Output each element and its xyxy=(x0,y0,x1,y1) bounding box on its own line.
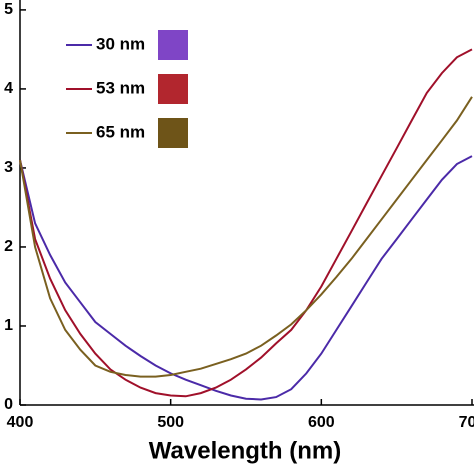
legend-label: 53 nm xyxy=(96,78,145,97)
legend-label: 65 nm xyxy=(96,122,145,141)
legend-label: 30 nm xyxy=(96,34,145,53)
y-tick-label: 5 xyxy=(4,1,13,18)
y-tick-label: 3 xyxy=(4,159,13,176)
x-tick-label: 400 xyxy=(7,414,34,431)
swatch xyxy=(158,30,188,60)
series-line xyxy=(19,96,473,378)
series-line xyxy=(19,48,473,398)
swatch xyxy=(158,74,188,104)
y-tick-label: 0 xyxy=(4,396,13,413)
x-tick-label: 600 xyxy=(308,414,335,431)
x-axis-label: Wavelength (nm) xyxy=(149,437,341,464)
x-tick-label: 700 xyxy=(459,414,474,431)
swatch xyxy=(158,118,188,148)
series-line xyxy=(19,155,473,401)
y-tick-label: 4 xyxy=(4,80,13,97)
y-tick-label: 2 xyxy=(4,238,13,255)
x-tick-label: 500 xyxy=(157,414,184,431)
y-tick-label: 1 xyxy=(4,317,13,334)
